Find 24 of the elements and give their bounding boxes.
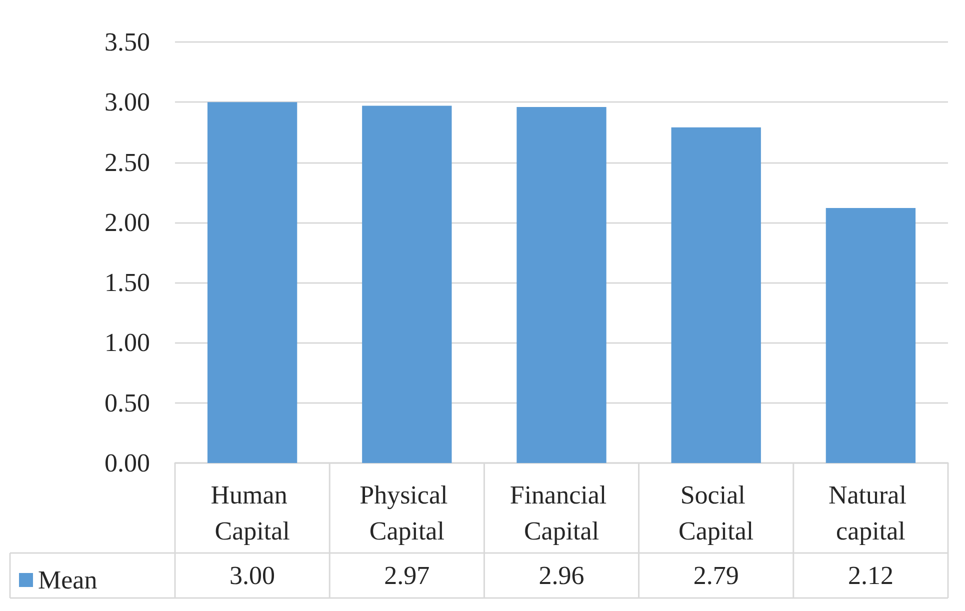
- x-tick-label: Natural capital: [828, 480, 913, 546]
- y-tick-label: 1.50: [104, 268, 150, 298]
- bar: [207, 102, 298, 463]
- bar: [516, 106, 606, 463]
- y-tick-label: 3.50: [104, 28, 150, 56]
- y-tick-label: 0.00: [104, 448, 150, 478]
- legend-label: Mean: [38, 566, 98, 594]
- bar: [671, 127, 761, 463]
- y-tick-label: 3.00: [104, 88, 150, 117]
- y-tick-label: 1.00: [104, 328, 150, 358]
- x-tick-label: Physical Capital: [360, 480, 454, 546]
- data-label: 2.79: [693, 561, 739, 590]
- y-tick-label: 0.50: [104, 388, 150, 418]
- bar: [826, 208, 916, 463]
- y-tick-label: 2.50: [104, 148, 150, 177]
- data-label: 2.12: [848, 561, 894, 590]
- x-tick-label: Social Capital: [678, 480, 754, 546]
- x-tick-label: Financial Capital: [510, 480, 614, 546]
- x-tick-label: Human Capital: [210, 480, 294, 546]
- data-label: 2.96: [538, 561, 584, 590]
- bar: [362, 106, 452, 463]
- y-tick-label: 2.00: [104, 208, 150, 237]
- data-label: 3.00: [230, 561, 276, 590]
- data-label: 2.97: [384, 561, 430, 590]
